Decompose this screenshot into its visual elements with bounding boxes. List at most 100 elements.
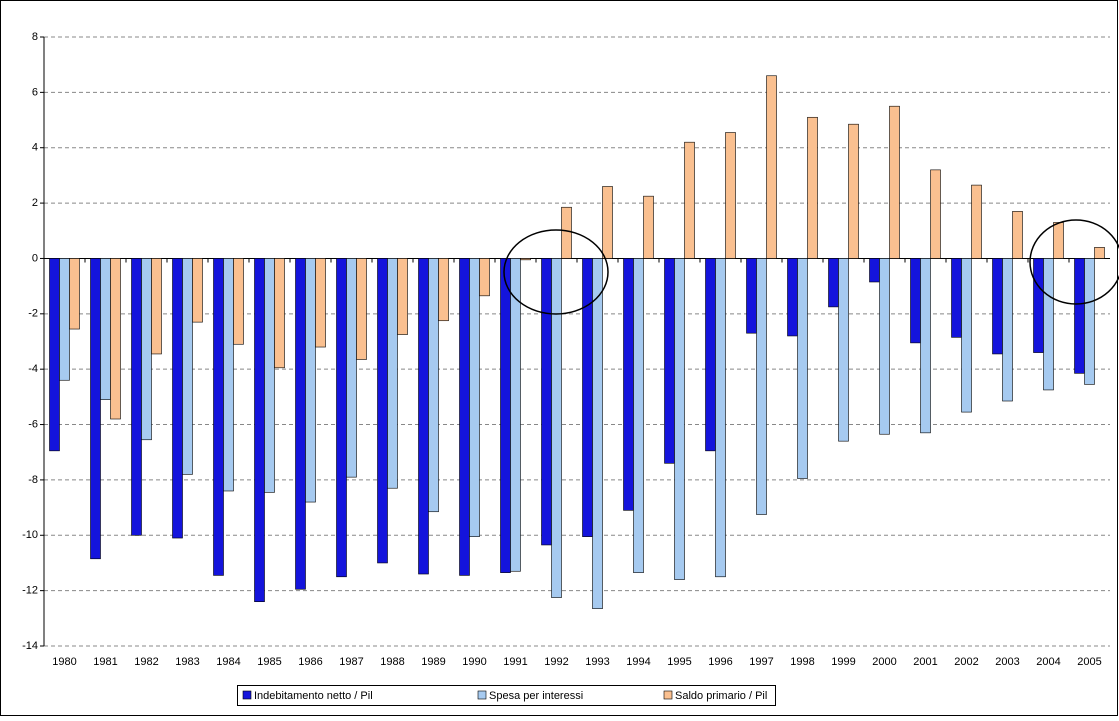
bar [643,195,654,259]
bar [418,258,429,575]
bar [807,116,818,259]
bar [561,206,572,259]
x-tick-label: 1988 [380,656,404,668]
x-tick-label: 1981 [93,656,117,668]
bar [397,258,408,335]
bar [797,258,808,479]
bar [592,258,603,609]
y-tick-label: -12 [22,585,38,597]
legend-swatch [477,690,487,700]
bar [274,258,285,369]
x-tick-label: 2005 [1077,656,1101,668]
bar [1053,222,1064,259]
legend-label: Indebitamento netto / Pil [254,690,373,702]
bar [110,258,121,420]
bar [1012,211,1023,259]
bar [633,258,644,573]
bar [59,258,70,381]
y-tick-label: 4 [32,142,38,154]
x-tick-label: 1993 [585,656,609,668]
bar [992,258,1003,355]
bar [264,258,275,493]
bar [151,258,162,355]
bar [131,258,142,536]
bar [869,258,880,283]
bar [69,258,80,330]
bar [90,258,101,560]
highlight-ellipse [1029,219,1119,305]
x-tick-label: 1998 [790,656,814,668]
y-tick-label: -6 [28,418,38,430]
bar [674,258,685,580]
bar [141,258,152,441]
bar [510,258,521,572]
x-tick-label: 2000 [872,656,896,668]
bar [828,258,839,308]
bar [469,258,480,537]
highlight-ellipse [503,229,609,315]
bar [1094,247,1105,259]
bar [715,258,726,578]
y-tick-label: -4 [28,363,38,375]
bar [664,258,675,464]
bar [520,258,531,261]
bar [910,258,921,344]
bar [602,186,613,259]
bar [356,258,367,360]
x-tick-label: 1984 [216,656,240,668]
bar [49,258,60,452]
bar [582,258,593,537]
bar [725,132,736,259]
bar [223,258,234,492]
y-tick-label: 6 [32,86,38,98]
bar [459,258,470,576]
y-tick-label: 0 [32,252,38,264]
bar [1002,258,1013,402]
x-tick-label: 2004 [1036,656,1060,668]
x-tick-label: 1992 [544,656,568,668]
y-tick-label: -14 [22,640,38,652]
bar [295,258,306,590]
bar [233,258,244,345]
x-tick-label: 1986 [298,656,322,668]
bars [49,75,1105,609]
x-tick-label: 1982 [134,656,158,668]
legend-swatch [242,690,252,700]
y-tick-label: 2 [32,197,38,209]
legend-label: Saldo primario / Pil [675,690,767,702]
bar [336,258,347,578]
x-tick-label: 1989 [421,656,445,668]
x-tick-label: 1980 [52,656,76,668]
bar [787,258,798,337]
bar [1074,258,1085,374]
legend: Indebitamento netto / Pil Spesa per inter… [242,690,767,702]
bar [541,258,552,546]
bar [438,258,449,322]
bar [172,258,183,539]
bar [182,258,193,475]
y-tick-label: -2 [28,308,38,320]
bar [623,258,634,511]
bar [213,258,224,576]
x-tick-label: 1995 [667,656,691,668]
legend-label: Spesa per interessi [489,690,583,702]
x-tick-label: 2003 [995,656,1019,668]
bar [684,141,695,259]
bar [746,258,757,334]
x-tick-label: 1991 [503,656,527,668]
x-tick-label: 1987 [339,656,363,668]
bar [100,258,111,400]
bar [951,258,962,338]
bar [1033,258,1044,353]
y-tick-label: 8 [32,31,38,43]
bar [920,258,931,434]
x-tick-label: 1990 [462,656,486,668]
bar [848,123,859,259]
bar [766,75,777,259]
y-tick-label: -10 [22,529,38,541]
bar [192,258,203,323]
legend-box [237,685,776,706]
bar [500,258,511,573]
y-tick-label: -8 [28,474,38,486]
